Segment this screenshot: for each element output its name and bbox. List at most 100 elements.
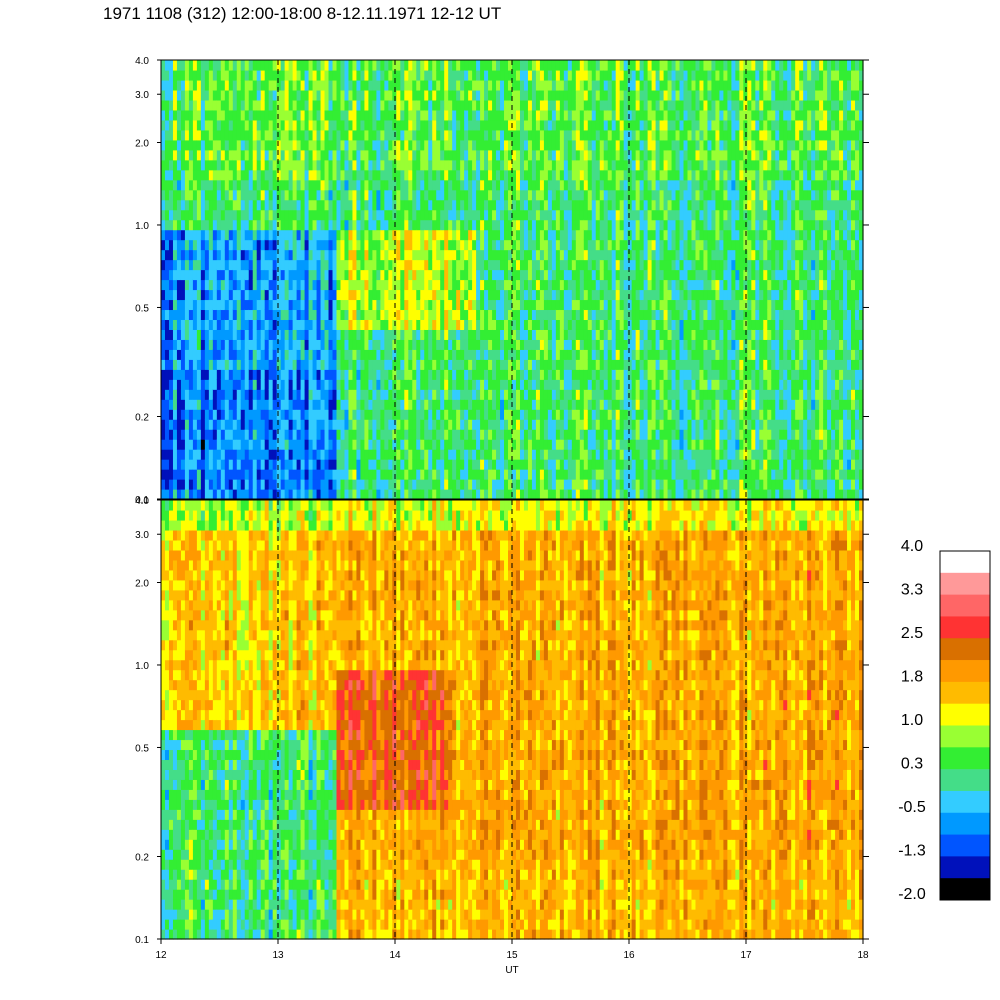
- spectrogram-cell: [324, 99, 330, 111]
- spectrogram-cell: [300, 249, 306, 261]
- spectrogram-cell: [484, 179, 489, 191]
- spectrogram-cell: [456, 489, 461, 500]
- spectrogram-cell: [380, 69, 385, 81]
- spectrogram-cell: [404, 219, 409, 231]
- spectrogram-cell: [332, 319, 338, 330]
- spectrogram-cell: [380, 319, 385, 330]
- spectrogram-cell: [484, 199, 489, 211]
- spectrogram-cell: [176, 149, 182, 161]
- spectrogram-cell: [496, 229, 501, 241]
- spectrogram-cell: [296, 179, 302, 191]
- spectrogram-cell: [284, 89, 290, 101]
- spectrogram-cell: [539, 399, 545, 410]
- spectrogram-cell: [480, 199, 485, 211]
- spectrogram-cell: [492, 379, 497, 390]
- spectrogram-cell: [360, 249, 366, 261]
- spectrogram-cell: [488, 479, 493, 490]
- spectrogram-cell: [332, 229, 338, 241]
- spectrogram-cell: [248, 459, 254, 470]
- spectrogram-cell: [603, 409, 609, 420]
- spectrogram-cell: [252, 69, 258, 81]
- spectrogram-cell: [412, 399, 417, 410]
- spectrogram-cell: [204, 439, 210, 450]
- spectrogram-cell: [555, 179, 561, 191]
- spectrogram-cell: [240, 329, 246, 340]
- spectrogram-cell: [308, 249, 314, 261]
- spectrogram-cell: [444, 259, 449, 271]
- spectrogram-cell: [384, 319, 389, 330]
- spectrogram-cell: [292, 269, 298, 281]
- spectrogram-cell: [220, 219, 226, 231]
- spectrogram-cell: [304, 309, 310, 321]
- spectrogram-cell: [428, 489, 433, 500]
- spectrogram-cell: [296, 239, 302, 251]
- spectrogram-cell: [587, 359, 593, 370]
- spectrogram-cell: [208, 489, 214, 500]
- spectrogram-cell: [356, 229, 362, 241]
- spectrogram-cell: [611, 369, 617, 380]
- spectrogram-cell: [356, 119, 362, 131]
- spectrogram-cell: [575, 60, 581, 71]
- spectrogram-cell: [400, 69, 405, 81]
- spectrogram-cell: [611, 329, 617, 340]
- spectrogram-cell: [595, 399, 601, 410]
- spectrogram-cell: [468, 479, 473, 490]
- spectrogram-cell: [448, 449, 453, 460]
- spectrogram-cell: [196, 99, 202, 111]
- spectrogram-cell: [336, 99, 342, 111]
- spectrogram-cell: [404, 299, 409, 311]
- spectrogram-cell: [320, 489, 326, 500]
- spectrogram-cell: [456, 259, 461, 271]
- spectrogram-cell: [476, 60, 481, 71]
- spectrogram-cell: [388, 279, 393, 291]
- spectrogram-cell: [460, 399, 465, 410]
- spectrogram-cell: [408, 339, 413, 350]
- spectrogram-cell: [256, 239, 262, 251]
- spectrogram-cell: [424, 449, 429, 460]
- spectrogram-cell: [176, 389, 182, 400]
- spectrogram-cell: [400, 179, 405, 191]
- spectrogram-cell: [220, 139, 226, 151]
- spectrogram-cell: [440, 389, 445, 400]
- spectrogram-cell: [583, 119, 589, 131]
- spectrogram-cell: [571, 189, 577, 201]
- spectrogram-cell: [256, 99, 262, 111]
- spectrogram-cell: [244, 269, 250, 281]
- spectrogram-cell: [527, 279, 533, 291]
- spectrogram-cell: [599, 469, 605, 480]
- spectrogram-cell: [575, 309, 581, 321]
- spectrogram-cell: [228, 479, 234, 490]
- spectrogram-cell: [256, 179, 262, 191]
- spectrogram-cell: [500, 409, 505, 420]
- spectrogram-cell: [396, 169, 401, 181]
- spectrogram-cell: [444, 99, 449, 111]
- spectrogram-cell: [252, 339, 258, 350]
- spectrogram-cell: [436, 339, 441, 350]
- spectrogram-cell: [424, 139, 429, 151]
- spectrogram-cell: [308, 199, 314, 211]
- spectrogram-cell: [248, 249, 254, 261]
- spectrogram-cell: [164, 309, 170, 321]
- spectrogram-cell: [488, 419, 493, 430]
- spectrogram-cell: [515, 329, 521, 340]
- spectrogram-cell: [360, 439, 366, 450]
- spectrogram-cell: [587, 369, 593, 380]
- spectrogram-cell: [332, 439, 338, 450]
- spectrogram-cell: [547, 209, 553, 221]
- spectrogram-cell: [352, 139, 358, 151]
- spectrogram-cell: [256, 209, 262, 221]
- spectrogram-cell: [500, 279, 505, 291]
- spectrogram-cell: [272, 209, 278, 221]
- spectrogram-cell: [480, 279, 485, 291]
- spectrogram-cell: [348, 89, 354, 101]
- spectrogram-cell: [571, 449, 577, 460]
- spectrogram-cell: [515, 219, 521, 231]
- spectrogram-cell: [360, 309, 366, 321]
- spectrogram-cell: [216, 459, 222, 470]
- spectrogram-cell: [204, 319, 210, 330]
- spectrogram-cell: [172, 149, 178, 161]
- spectrogram-cell: [531, 149, 537, 161]
- spectrogram-cell: [420, 229, 425, 241]
- spectrogram-cell: [232, 279, 238, 291]
- spectrogram-cell: [404, 119, 409, 131]
